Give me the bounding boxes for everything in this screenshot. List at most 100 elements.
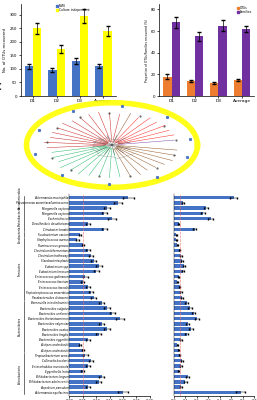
Bar — [174, 370, 179, 373]
Bar — [69, 248, 88, 252]
Legend: OTUs, Families: OTUs, Families — [236, 6, 253, 14]
Bar — [95, 66, 104, 96]
Bar — [174, 280, 177, 284]
Bar — [174, 364, 181, 368]
Bar — [69, 228, 104, 231]
Text: Fusobacteria: Fusobacteria — [17, 226, 22, 243]
Bar — [174, 348, 179, 352]
Bar — [174, 359, 182, 362]
Legend: MMU, Culture independent: MMU, Culture independent — [56, 4, 90, 13]
Bar — [69, 312, 112, 315]
Bar — [163, 76, 171, 96]
Bar — [174, 380, 186, 384]
Bar — [69, 317, 120, 320]
Bar — [72, 61, 80, 96]
Bar — [174, 243, 177, 247]
Bar — [69, 354, 86, 357]
Bar — [69, 222, 88, 226]
Bar — [234, 80, 242, 96]
Bar — [174, 264, 184, 268]
Bar — [174, 259, 182, 262]
Bar — [69, 291, 91, 294]
Bar — [69, 322, 102, 326]
Bar — [33, 28, 41, 96]
Bar — [69, 380, 99, 384]
Bar — [174, 306, 190, 310]
Bar — [69, 375, 102, 378]
Bar — [69, 201, 118, 205]
Bar — [69, 238, 77, 242]
Bar — [174, 338, 181, 342]
Bar — [25, 66, 33, 96]
Bar — [174, 233, 176, 236]
Bar — [69, 243, 83, 247]
Y-axis label: No. of OTUs recovered: No. of OTUs recovered — [3, 28, 7, 72]
Bar — [80, 16, 88, 96]
Y-axis label: Proportion of OTUs/Families recovered (%): Proportion of OTUs/Families recovered (%… — [145, 18, 149, 82]
Bar — [171, 22, 180, 96]
Bar — [174, 196, 234, 199]
Bar — [174, 296, 182, 299]
Bar — [174, 354, 180, 357]
Bar — [174, 301, 187, 305]
Text: C: C — [0, 84, 1, 92]
Bar — [69, 254, 91, 257]
Bar — [174, 333, 187, 336]
Bar — [174, 206, 206, 210]
Bar — [174, 328, 191, 331]
Bar — [69, 391, 123, 394]
Bar — [174, 291, 181, 294]
Bar — [69, 343, 80, 347]
Bar — [174, 212, 203, 215]
Bar — [69, 217, 112, 220]
Bar — [57, 49, 65, 96]
Bar — [69, 275, 86, 278]
Bar — [69, 206, 107, 210]
Bar — [69, 364, 88, 368]
Bar — [174, 285, 180, 289]
Bar — [242, 29, 250, 96]
Bar — [69, 301, 102, 305]
Bar — [187, 81, 195, 96]
Text: Verrucomicrobia: Verrucomicrobia — [17, 186, 22, 209]
Bar — [69, 259, 94, 262]
Bar — [69, 385, 88, 389]
Bar — [69, 270, 96, 273]
Bar — [48, 70, 57, 96]
Text: Proteobacteria: Proteobacteria — [17, 206, 22, 226]
Bar — [69, 359, 91, 362]
Bar — [69, 233, 80, 236]
Bar — [174, 201, 183, 205]
Bar — [174, 238, 176, 242]
Bar — [195, 36, 203, 96]
Bar — [69, 306, 107, 310]
Bar — [174, 248, 180, 252]
Bar — [174, 385, 181, 389]
Bar — [174, 375, 188, 378]
Bar — [69, 328, 107, 331]
Bar — [69, 280, 83, 284]
Bar — [174, 317, 197, 320]
Bar — [174, 254, 181, 257]
Bar — [174, 217, 211, 220]
Bar — [69, 333, 99, 336]
Bar — [104, 31, 112, 96]
Bar — [218, 26, 227, 96]
Bar — [69, 338, 88, 342]
Bar — [174, 228, 195, 231]
Bar — [69, 296, 94, 299]
Bar — [174, 343, 177, 347]
Bar — [174, 312, 194, 315]
Bar — [174, 270, 183, 273]
Bar — [174, 222, 179, 226]
Bar — [69, 264, 99, 268]
Bar — [69, 285, 88, 289]
Bar — [69, 348, 83, 352]
Bar — [174, 391, 241, 394]
Bar — [174, 322, 188, 326]
Bar — [69, 196, 128, 199]
Bar — [69, 212, 104, 215]
Bar — [69, 370, 83, 373]
Text: Firmicutes: Firmicutes — [17, 262, 22, 276]
Bar — [174, 275, 179, 278]
